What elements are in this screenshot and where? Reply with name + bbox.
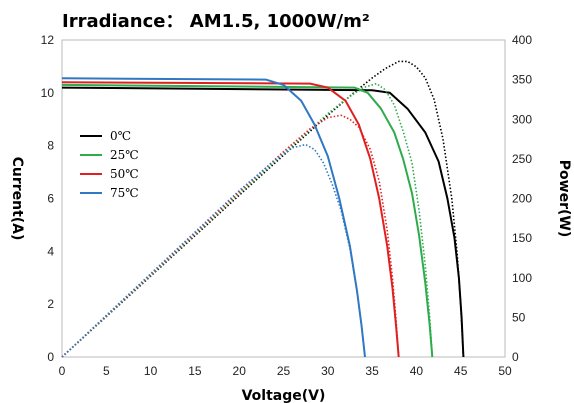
x-tick-label: 5: [103, 364, 110, 378]
legend: 0℃ 25℃ 50℃ 75℃: [80, 129, 139, 200]
x-tick-label: 25: [277, 364, 291, 378]
x-tick-label: 0: [59, 364, 66, 378]
y-tick-label: 4: [47, 244, 54, 258]
pv-curve-series-3: [61, 143, 366, 358]
x-tick-label: 35: [365, 364, 379, 378]
iv-curve-series-3: [61, 77, 366, 358]
pv-curve-series-2: [61, 114, 400, 358]
plot-area-frame: [61, 39, 506, 358]
x-tick-label: 20: [233, 364, 247, 378]
y2-axis-ticks: 0 50 100 150 200 250 300 350 400: [512, 33, 532, 364]
y-axis-ticks: 0 2 4 6 8 10 12: [41, 33, 55, 364]
curves-layer: [61, 60, 465, 358]
y2-tick-label: 50: [512, 310, 526, 324]
iv-curve-series-0: [61, 86, 465, 358]
pv-curve-series-0: [61, 60, 465, 358]
y2-tick-label: 150: [512, 231, 532, 245]
chart-title: Irradiance： AM1.5, 1000W/m²: [62, 11, 370, 32]
y-tick-label: 2: [47, 297, 54, 311]
x-tick-label: 45: [454, 364, 468, 378]
y2-tick-label: 250: [512, 152, 532, 166]
x-tick-label: 10: [144, 364, 158, 378]
y-tick-label: 6: [47, 192, 54, 206]
y2-tick-label: 350: [512, 73, 532, 87]
x-axis-title: Voltage(V): [242, 388, 326, 403]
y2-axis-title: Power(W): [556, 160, 572, 237]
legend-label: 0℃: [110, 129, 131, 143]
y-axis-title: Current(A): [9, 157, 25, 241]
iv-curve-series-2: [61, 81, 400, 358]
y-tick-label: 12: [41, 33, 55, 47]
y2-tick-label: 100: [512, 271, 532, 285]
legend-label: 75℃: [110, 186, 139, 200]
y-tick-label: 10: [41, 86, 55, 100]
iv-curve-series-1: [61, 83, 434, 358]
x-tick-label: 15: [188, 364, 202, 378]
x-axis-ticks: 0 5 10 15 20 25 30 35 40 45 50: [59, 364, 512, 378]
legend-label: 25℃: [110, 148, 139, 162]
x-tick-label: 30: [321, 364, 335, 378]
y-tick-label: 8: [47, 139, 54, 153]
y2-tick-label: 0: [512, 350, 519, 364]
legend-label: 50℃: [110, 167, 139, 181]
y-tick-label: 0: [47, 350, 54, 364]
pv-curve-series-1: [61, 82, 434, 358]
y2-tick-label: 300: [512, 112, 532, 126]
x-tick-label: 40: [410, 364, 424, 378]
y2-tick-label: 200: [512, 192, 532, 206]
y2-tick-label: 400: [512, 33, 532, 47]
x-tick-label: 50: [498, 364, 512, 378]
